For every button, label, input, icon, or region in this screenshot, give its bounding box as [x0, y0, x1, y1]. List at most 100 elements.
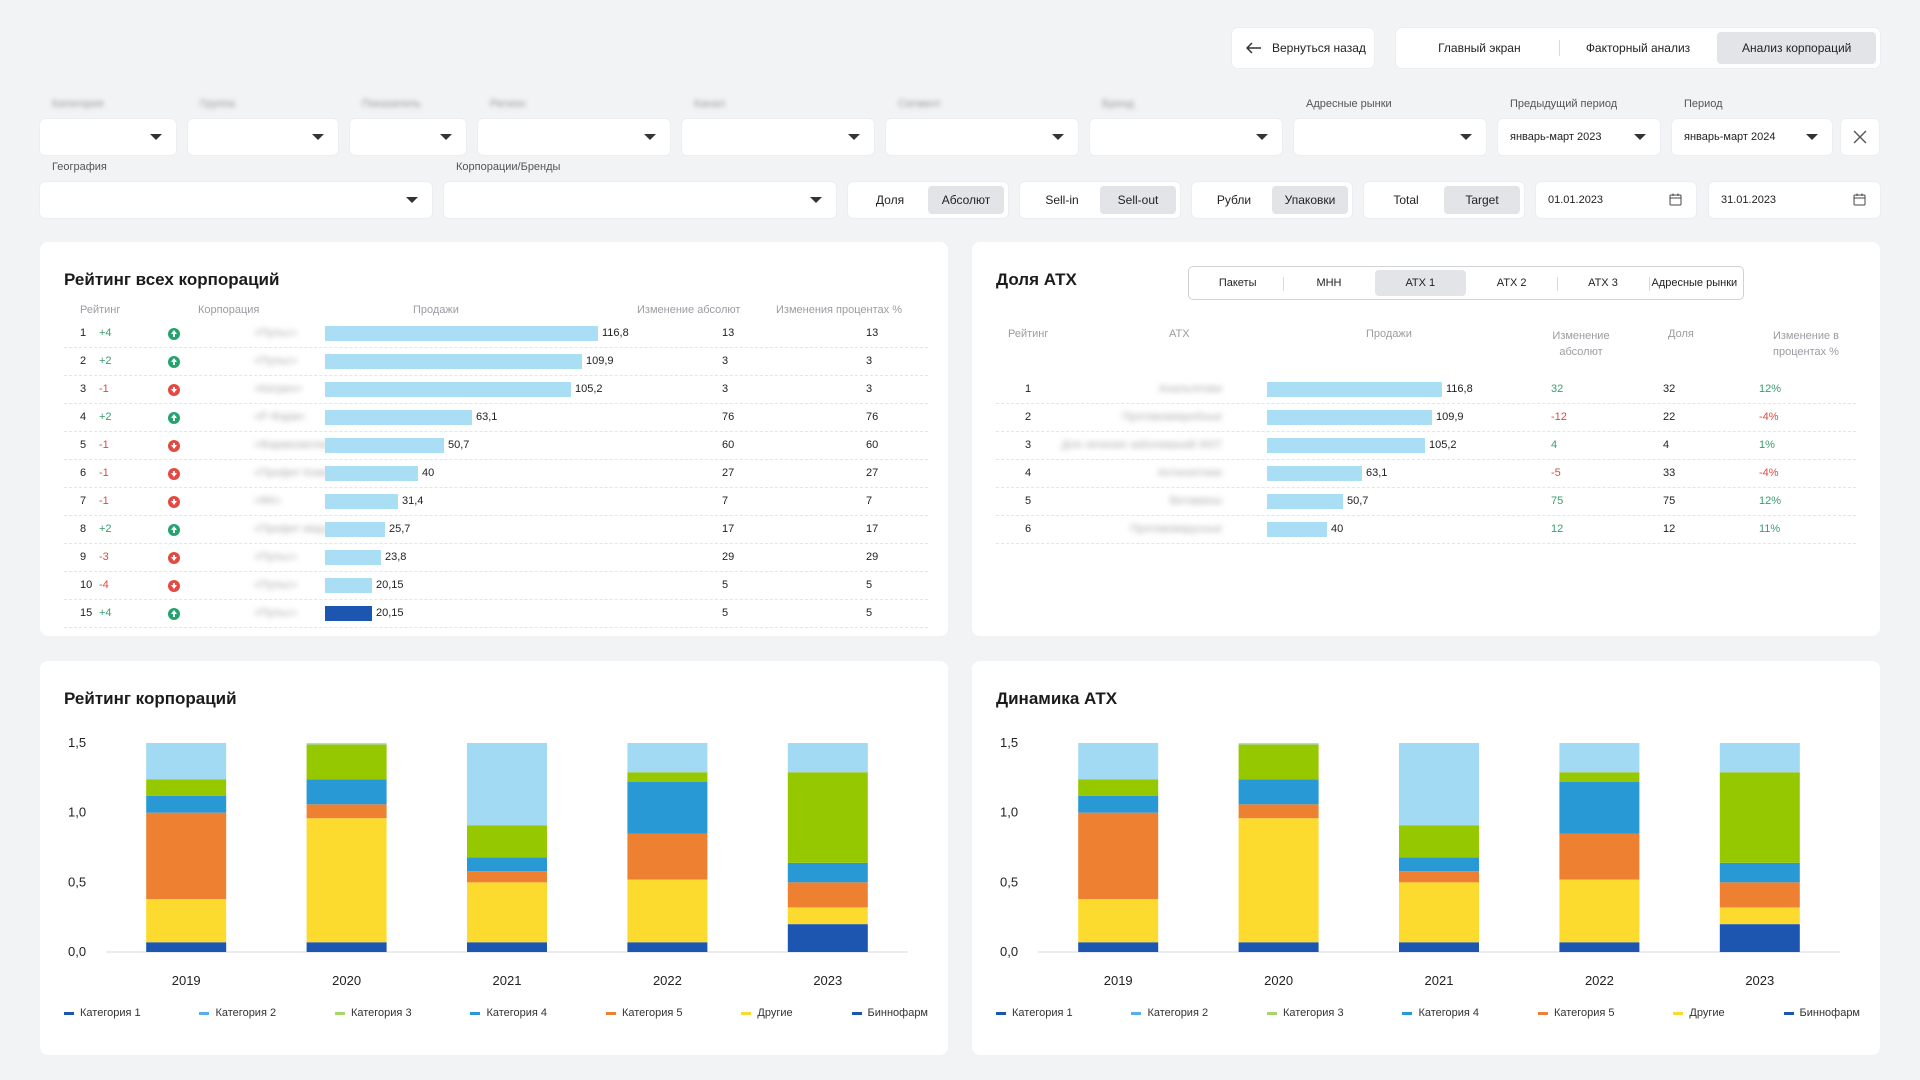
bar-segment-категория-3[interactable] — [1399, 825, 1479, 858]
prev-period-select[interactable]: январь-март 2023 — [1498, 119, 1660, 155]
bar-segment-категория-5[interactable] — [1078, 812, 1159, 900]
tab-corporation-analysis[interactable]: Анализ корпораций — [1717, 32, 1877, 64]
bar-segment-категория-5[interactable] — [146, 812, 227, 900]
bar-segment-категория-2[interactable] — [467, 743, 547, 826]
table-row[interactable]: 1 +4 «Пульс» 116,8 13 13 — [64, 320, 928, 348]
legend-item[interactable]: Биннофарм — [1783, 1007, 1860, 1019]
toggle-share[interactable]: Доля — [875, 193, 905, 207]
legend-item[interactable]: Категория 5 — [605, 1007, 683, 1019]
table-row[interactable]: 4 +2 «Р-Фарм» 63,1 76 76 — [64, 404, 928, 432]
toggle-total[interactable]: Total — [1393, 193, 1419, 207]
bar-segment-категория-2[interactable] — [627, 743, 708, 773]
tab-address-markets[interactable]: Адресные рынки — [1648, 270, 1740, 296]
toggle-absolute[interactable]: Абсолют — [928, 186, 1004, 214]
table-row[interactable]: 5 Витамины 50,7 75 75 12% — [996, 488, 1856, 516]
filter-select-3[interactable] — [350, 119, 466, 155]
tab-atx-2[interactable]: АТХ 2 — [1496, 277, 1527, 289]
tab-main-screen[interactable]: Главный экран — [1438, 41, 1521, 55]
address-markets-select[interactable] — [1294, 119, 1486, 155]
table-row[interactable]: 3 -1 «Катрен» 105,2 3 3 — [64, 376, 928, 404]
bar-segment-категория-5[interactable] — [306, 804, 387, 819]
bar-segment-категория-5[interactable] — [1719, 882, 1800, 908]
bar-segment-другие[interactable] — [146, 899, 227, 943]
table-row[interactable]: 10 -4 «Пульс» 20,15 5 5 — [64, 572, 928, 600]
date-to-input[interactable]: 31.01.2023 — [1709, 182, 1880, 218]
bar-segment-категория-5[interactable] — [467, 871, 547, 883]
bar-segment-биннофарм[interactable] — [467, 942, 547, 952]
tab-factor-analysis[interactable]: Факторный анализ — [1558, 32, 1718, 64]
bar-segment-биннофарм[interactable] — [1238, 942, 1319, 952]
bar-segment-другие[interactable] — [1238, 818, 1319, 943]
bar-segment-категория-4[interactable] — [1238, 779, 1319, 805]
bar-segment-другие[interactable] — [627, 879, 708, 943]
bar-segment-категория-3[interactable] — [1078, 779, 1159, 796]
bar-segment-другие[interactable] — [1399, 882, 1479, 943]
table-row[interactable]: 6 -1 «Профит Компания» 40 27 27 — [64, 460, 928, 488]
bar-segment-категория-3[interactable] — [1238, 744, 1319, 780]
bar-segment-другие[interactable] — [306, 818, 387, 943]
bar-segment-категория-2[interactable] — [787, 743, 868, 773]
legend-item[interactable]: Категория 3 — [1266, 1007, 1344, 1019]
filter-select-5[interactable] — [682, 119, 874, 155]
table-row[interactable]: 8 +2 «Профит мед» 25,7 17 17 — [64, 516, 928, 544]
legend-item[interactable]: Категория 5 — [1537, 1007, 1615, 1019]
table-row[interactable]: 3 Для лечения заболеваний ЖКТ 105,2 4 4 1% — [996, 432, 1856, 460]
bar-segment-категория-3[interactable] — [467, 825, 547, 858]
table-row[interactable]: 7 -1 «ФК» 31,4 7 7 — [64, 488, 928, 516]
bar-segment-категория-3[interactable] — [146, 779, 227, 796]
toggle-sell-out[interactable]: Sell-out — [1100, 186, 1176, 214]
bar-segment-категория-4[interactable] — [306, 779, 387, 805]
bar-segment-категория-3[interactable] — [627, 772, 708, 783]
geography-select[interactable] — [40, 182, 432, 218]
toggle-sell-in[interactable]: Sell-in — [1045, 193, 1079, 207]
legend-item[interactable]: Категория 4 — [1402, 1007, 1479, 1019]
bar-segment-биннофарм[interactable] — [146, 942, 227, 952]
bar-segment-категория-4[interactable] — [787, 862, 868, 883]
tab-atx-1[interactable]: АТХ 1 — [1374, 270, 1466, 296]
bar-segment-категория-2[interactable] — [306, 743, 387, 745]
legend-item[interactable]: Категория 3 — [334, 1007, 412, 1019]
table-row[interactable]: 6 Противовирусные 40 12 12 11% — [996, 516, 1856, 544]
legend-item[interactable]: Биннофарм — [851, 1007, 928, 1019]
period-select[interactable]: январь-март 2024 — [1672, 119, 1832, 155]
bar-segment-категория-5[interactable] — [1238, 804, 1319, 819]
legend-item[interactable]: Категория 1 — [64, 1007, 141, 1019]
tab-inn[interactable]: МНН — [1283, 270, 1374, 296]
bar-segment-категория-5[interactable] — [1559, 833, 1640, 880]
bar-segment-категория-3[interactable] — [306, 744, 387, 780]
filter-select-4[interactable] — [478, 119, 670, 155]
bar-segment-категория-5[interactable] — [787, 882, 868, 908]
bar-segment-биннофарм[interactable] — [306, 942, 387, 952]
toggle-packages[interactable]: Упаковки — [1272, 186, 1348, 214]
legend-item[interactable]: Категория 2 — [1131, 1007, 1208, 1019]
table-row[interactable]: 4 Антисептики 63,1 -5 33 -4% — [996, 460, 1856, 488]
tab-atx-3[interactable]: АТХ 3 — [1557, 270, 1648, 296]
legend-item[interactable]: Категория 4 — [470, 1007, 547, 1019]
tab-packages[interactable]: Пакеты — [1218, 277, 1257, 289]
table-row[interactable]: 1 Анальгетики 116,8 32 32 12% — [996, 376, 1856, 404]
table-row[interactable]: 15 +4 «Пульс» 20,15 5 5 — [64, 600, 928, 628]
bar-segment-другие[interactable] — [467, 882, 547, 943]
filter-select-2[interactable] — [188, 119, 338, 155]
bar-segment-биннофарм[interactable] — [627, 942, 708, 952]
bar-segment-категория-5[interactable] — [627, 833, 708, 880]
bar-segment-категория-4[interactable] — [627, 782, 708, 834]
table-row[interactable]: 2 +2 «Пульс» 109,9 3 3 — [64, 348, 928, 376]
bar-segment-категория-2[interactable] — [146, 743, 227, 780]
bar-segment-категория-2[interactable] — [1078, 743, 1159, 780]
toggle-target[interactable]: Target — [1444, 186, 1520, 214]
bar-segment-другие[interactable] — [1078, 899, 1159, 943]
legend-item[interactable]: Другие — [1673, 1007, 1725, 1019]
bar-segment-категория-4[interactable] — [467, 857, 547, 872]
bar-segment-другие[interactable] — [787, 907, 868, 925]
bar-segment-категория-3[interactable] — [787, 772, 868, 863]
clear-filters-button[interactable] — [1841, 119, 1879, 155]
bar-segment-категория-2[interactable] — [1399, 743, 1479, 826]
bar-segment-категория-4[interactable] — [1399, 857, 1479, 872]
bar-segment-другие[interactable] — [1719, 907, 1800, 925]
filter-select-7[interactable] — [1090, 119, 1282, 155]
bar-segment-категория-4[interactable] — [1719, 862, 1800, 883]
bar-segment-биннофарм[interactable] — [787, 924, 868, 952]
bar-segment-категория-2[interactable] — [1559, 743, 1640, 773]
table-row[interactable]: 5 -1 «Фармкомплект» 50,7 60 60 — [64, 432, 928, 460]
